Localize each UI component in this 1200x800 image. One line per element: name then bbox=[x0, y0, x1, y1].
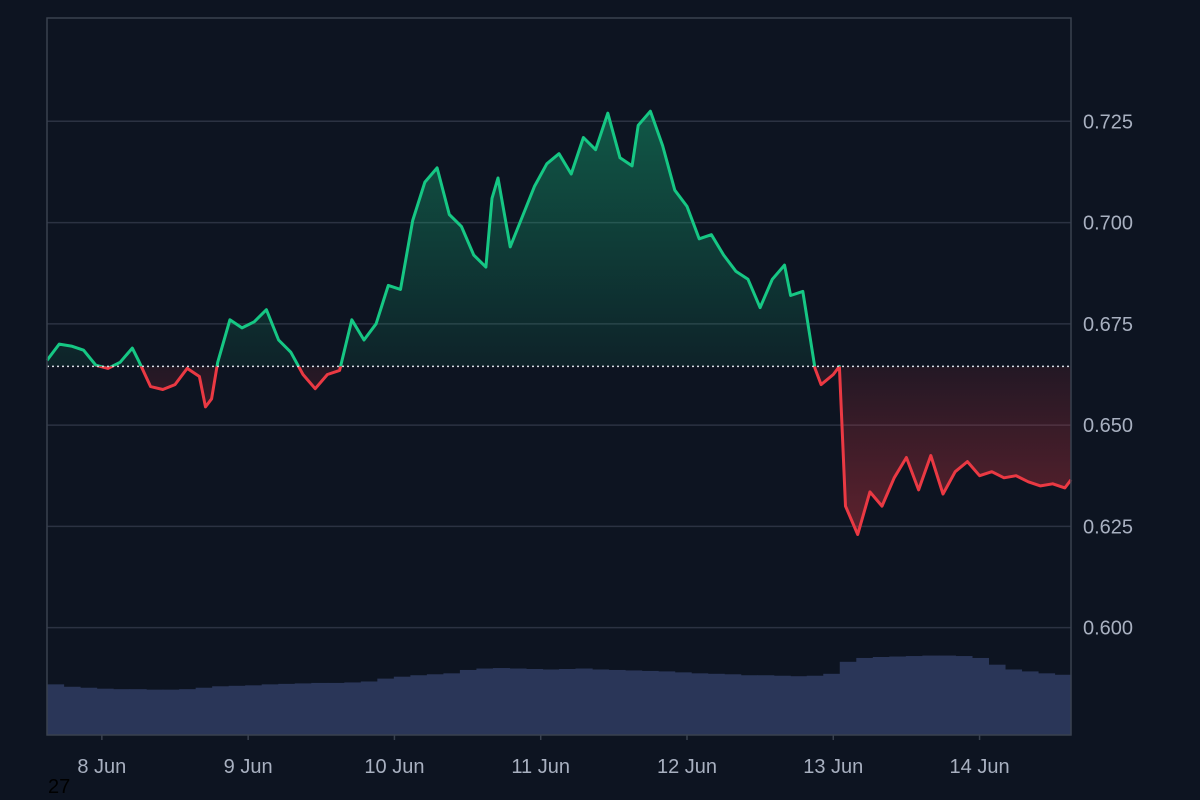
volume-bar bbox=[476, 668, 494, 735]
volume-bar bbox=[889, 656, 907, 735]
volume-bar bbox=[426, 674, 444, 735]
line-below-baseline bbox=[94, 366, 1073, 536]
x-tick-label: 8 Jun bbox=[77, 756, 126, 778]
volume-bar bbox=[856, 657, 874, 735]
volume-bar bbox=[625, 670, 643, 735]
volume-bar bbox=[212, 686, 230, 735]
volume-bar bbox=[658, 671, 676, 735]
footer-number: 27 bbox=[48, 776, 71, 798]
volume-bar bbox=[228, 685, 246, 735]
volume-bar bbox=[905, 656, 923, 735]
volume-bar bbox=[757, 675, 775, 735]
volume-bar bbox=[459, 669, 478, 735]
price-line bbox=[45, 109, 1073, 536]
volume-bar bbox=[443, 673, 461, 735]
volume-bar bbox=[261, 684, 279, 735]
volume-bar bbox=[1054, 674, 1072, 735]
volume-bars bbox=[47, 655, 1072, 735]
y-tick-label: 0.675 bbox=[1083, 314, 1133, 336]
volume-bar bbox=[162, 689, 180, 735]
volume-bar bbox=[63, 686, 81, 735]
volume-bar bbox=[1021, 671, 1039, 735]
volume-bar bbox=[1037, 673, 1056, 735]
volume-bar bbox=[988, 664, 1006, 735]
volume-bar bbox=[707, 673, 725, 735]
volume-bar bbox=[393, 676, 411, 735]
volume-bar bbox=[608, 669, 626, 735]
volume-bar bbox=[278, 683, 296, 735]
volume-bar bbox=[740, 675, 758, 735]
x-tick-label: 13 Jun bbox=[803, 756, 863, 778]
price-area bbox=[47, 111, 1071, 535]
x-tick-label: 12 Jun bbox=[657, 756, 717, 778]
volume-bar bbox=[955, 656, 973, 735]
y-tick-label: 0.700 bbox=[1083, 213, 1133, 235]
volume-bar bbox=[47, 684, 65, 735]
volume-bar bbox=[492, 668, 511, 735]
volume-bar bbox=[1004, 669, 1023, 735]
volume-bar bbox=[525, 669, 544, 735]
volume-bar bbox=[691, 673, 709, 735]
volume-bar bbox=[592, 669, 610, 735]
volume-bar bbox=[971, 657, 990, 735]
volume-bar bbox=[179, 689, 197, 735]
volume-bar bbox=[113, 689, 131, 735]
x-tick-label: 10 Jun bbox=[364, 756, 424, 778]
volume-bar bbox=[327, 682, 345, 735]
y-tick-label: 0.600 bbox=[1083, 618, 1133, 640]
plot-border bbox=[46, 17, 1072, 736]
y-tick-label: 0.650 bbox=[1083, 415, 1133, 437]
volume-bar bbox=[195, 687, 213, 735]
plot-frame bbox=[46, 17, 1072, 736]
volume-bar bbox=[542, 669, 560, 735]
volume-bar bbox=[377, 678, 395, 735]
volume-bar bbox=[245, 685, 263, 735]
volume-bar bbox=[790, 676, 808, 735]
volume-bar bbox=[410, 675, 428, 735]
y-axis: 0.600 0.625 0.650 0.675 0.700 0.725 bbox=[1083, 111, 1133, 639]
volume-bar bbox=[311, 682, 329, 735]
volume-bar bbox=[344, 682, 362, 735]
volume-bar bbox=[559, 669, 577, 735]
volume-bar bbox=[938, 655, 956, 735]
volume-bar bbox=[575, 668, 593, 735]
y-tick-label: 0.625 bbox=[1083, 516, 1133, 538]
y-tick-label: 0.725 bbox=[1083, 111, 1133, 133]
x-axis: 8 Jun 9 Jun 10 Jun 11 Jun 12 Jun 13 Jun 14 Jun bbox=[77, 735, 1010, 778]
volume-bar bbox=[823, 673, 841, 735]
volume-bar bbox=[872, 657, 890, 735]
x-tick-label: 14 Jun bbox=[950, 756, 1010, 778]
area-above-baseline bbox=[47, 111, 815, 367]
volume-bar bbox=[360, 681, 378, 735]
volume-bar bbox=[724, 674, 742, 735]
volume-bar bbox=[839, 661, 857, 735]
line-above-baseline bbox=[45, 109, 841, 367]
volume-bar bbox=[129, 689, 147, 735]
x-tick-label: 9 Jun bbox=[224, 756, 273, 778]
volume-bar bbox=[96, 688, 114, 735]
volume-bar bbox=[806, 675, 824, 735]
volume-bar bbox=[80, 687, 98, 735]
volume-bar bbox=[509, 668, 527, 735]
volume-bar bbox=[922, 655, 940, 735]
volume-bar bbox=[146, 689, 164, 735]
volume-bar bbox=[294, 683, 312, 735]
x-tick-label: 11 Jun bbox=[511, 756, 570, 778]
volume-bar bbox=[674, 672, 692, 735]
volume-bar bbox=[641, 670, 659, 735]
volume-bar bbox=[773, 675, 791, 735]
